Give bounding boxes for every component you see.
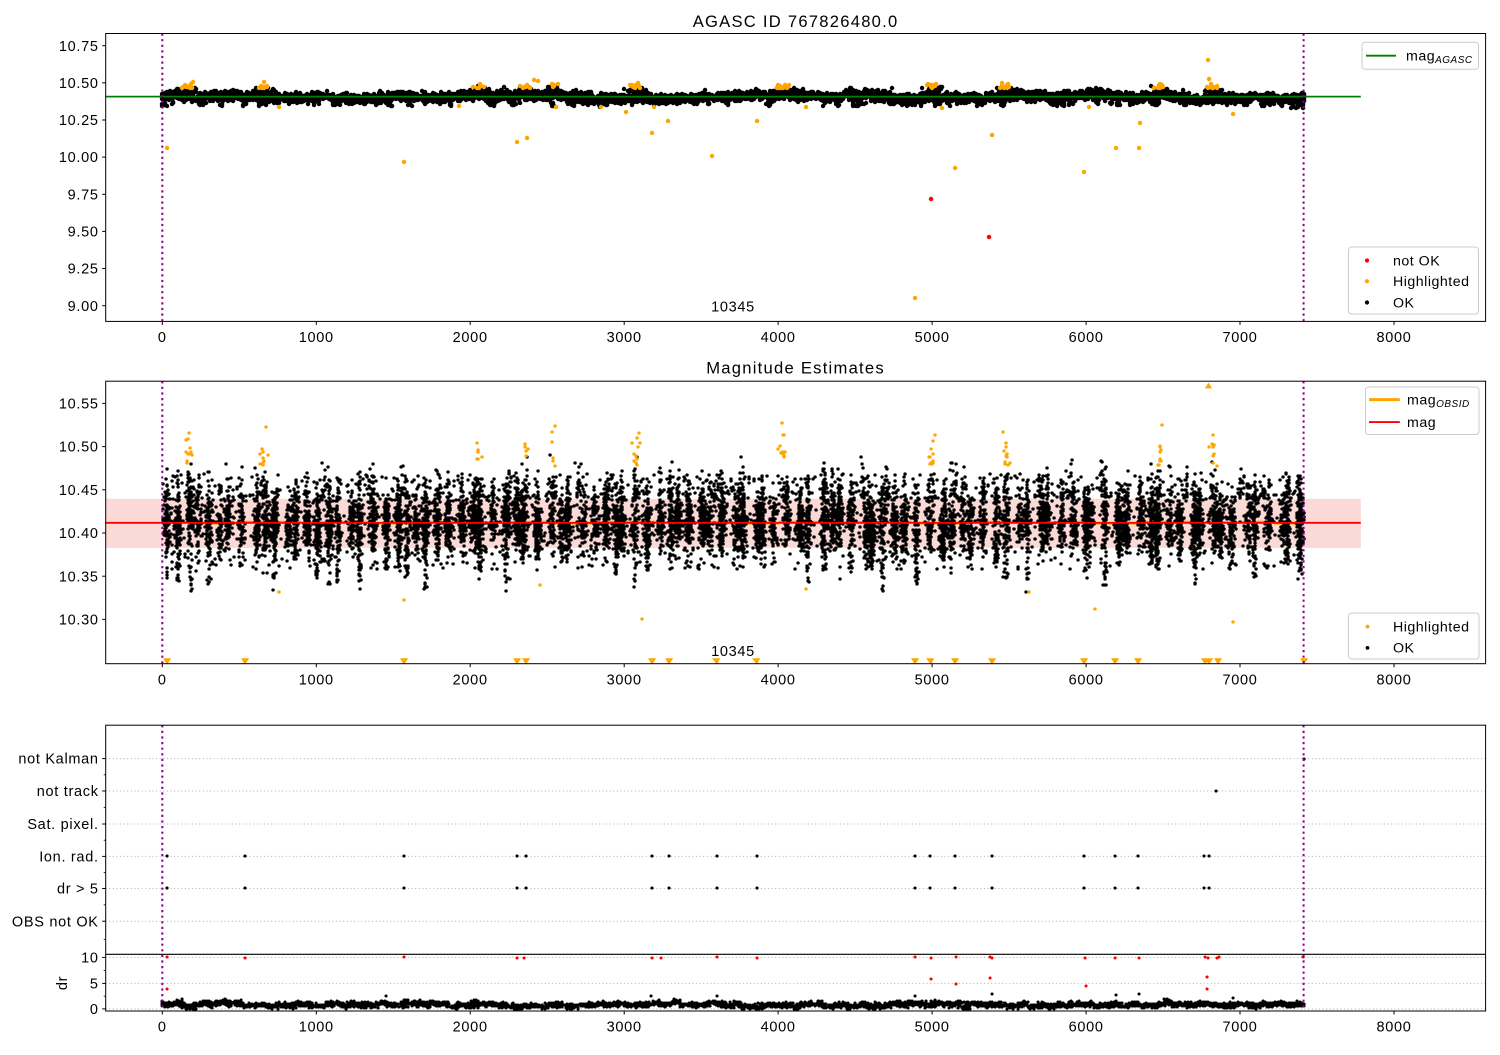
svg-text:10.25: 10.25 [59, 113, 99, 129]
svg-text:0: 0 [158, 330, 167, 346]
svg-text:5: 5 [90, 977, 99, 993]
svg-text:OK: OK [1393, 295, 1415, 311]
svg-text:9.75: 9.75 [68, 187, 99, 203]
svg-text:10345: 10345 [711, 300, 755, 316]
svg-text:2000: 2000 [453, 330, 488, 346]
svg-text:6000: 6000 [1069, 330, 1104, 346]
svg-text:10.40: 10.40 [59, 526, 99, 542]
svg-text:2000: 2000 [453, 1020, 488, 1036]
svg-text:Ion. rad.: Ion. rad. [39, 850, 99, 866]
svg-text:2000: 2000 [453, 672, 488, 688]
svg-text:10.35: 10.35 [59, 569, 99, 585]
svg-text:3000: 3000 [607, 1020, 642, 1036]
svg-text:10.50: 10.50 [59, 76, 99, 92]
svg-text:3000: 3000 [607, 330, 642, 346]
svg-text:10.00: 10.00 [59, 150, 99, 166]
svg-text:dr: dr [55, 976, 71, 990]
svg-text:6000: 6000 [1069, 672, 1104, 688]
svg-text:5000: 5000 [915, 672, 950, 688]
svg-text:8000: 8000 [1376, 330, 1411, 346]
svg-text:OK: OK [1393, 641, 1415, 657]
svg-text:7000: 7000 [1222, 330, 1257, 346]
svg-text:7000: 7000 [1222, 672, 1257, 688]
svg-text:AGASC ID 767826480.0: AGASC ID 767826480.0 [693, 12, 899, 31]
svg-text:Highlighted: Highlighted [1393, 619, 1470, 635]
svg-text:10.55: 10.55 [59, 397, 99, 413]
svg-text:0: 0 [158, 672, 167, 688]
svg-text:Magnitude Estimates: Magnitude Estimates [706, 358, 885, 377]
svg-text:10.30: 10.30 [59, 613, 99, 629]
svg-text:4000: 4000 [761, 672, 796, 688]
svg-text:4000: 4000 [761, 330, 796, 346]
svg-text:0: 0 [90, 1002, 99, 1018]
svg-text:10345: 10345 [711, 644, 755, 660]
svg-text:1000: 1000 [299, 330, 334, 346]
svg-text:5000: 5000 [915, 1020, 950, 1036]
svg-text:1000: 1000 [299, 1020, 334, 1036]
svg-text:3000: 3000 [607, 672, 642, 688]
svg-text:9.25: 9.25 [68, 262, 99, 278]
svg-text:8000: 8000 [1376, 672, 1411, 688]
svg-text:10.50: 10.50 [59, 440, 99, 456]
svg-text:9.50: 9.50 [68, 225, 99, 241]
svg-text:9.00: 9.00 [68, 299, 99, 315]
svg-text:mag: mag [1407, 415, 1436, 431]
svg-text:5000: 5000 [915, 330, 950, 346]
svg-text:OBS not OK: OBS not OK [12, 914, 99, 930]
svg-text:10: 10 [81, 951, 99, 967]
svg-text:4000: 4000 [761, 1020, 796, 1036]
svg-text:8000: 8000 [1376, 1020, 1411, 1036]
svg-text:10.75: 10.75 [59, 39, 99, 55]
svg-text:not track: not track [37, 784, 99, 800]
svg-text:10.45: 10.45 [59, 483, 99, 499]
svg-text:not OK: not OK [1393, 253, 1440, 269]
svg-text:1000: 1000 [299, 672, 334, 688]
svg-text:Highlighted: Highlighted [1393, 274, 1470, 290]
svg-text:7000: 7000 [1222, 1020, 1257, 1036]
svg-text:0: 0 [158, 1020, 167, 1036]
svg-text:not Kalman: not Kalman [18, 752, 98, 768]
svg-text:Sat. pixel.: Sat. pixel. [27, 817, 98, 833]
svg-text:dr > 5: dr > 5 [57, 882, 99, 898]
svg-text:6000: 6000 [1069, 1020, 1104, 1036]
